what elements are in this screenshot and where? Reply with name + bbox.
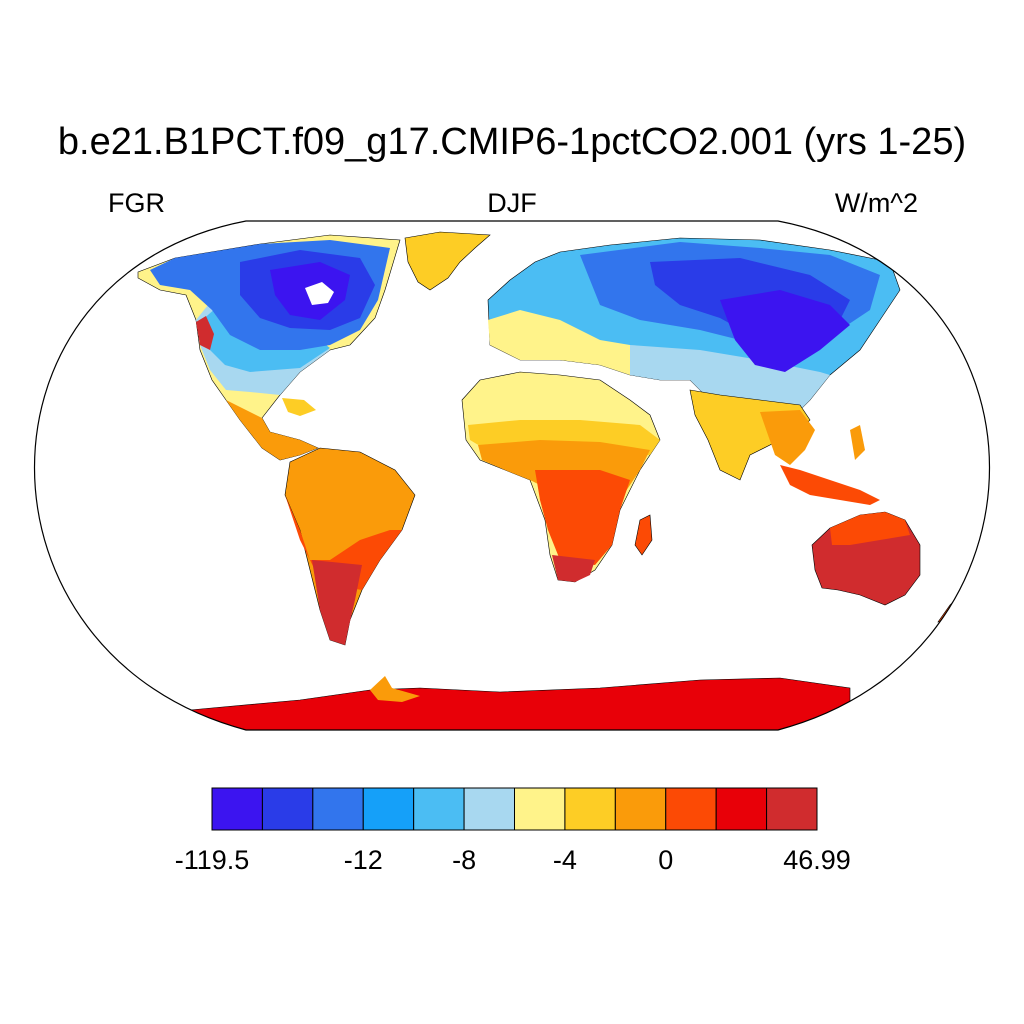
colorbar-swatch [312,787,364,831]
variable-label: FGR [108,188,165,218]
colorbar-swatch [665,787,717,831]
colorbar-swatch [614,787,667,831]
units-label: W/m^2 [834,188,918,218]
antarctica [189,677,851,730]
colorbar-swatch [463,787,515,831]
colorbar-tick-label: -119.5 [174,845,250,875]
plot-title: b.e21.B1PCT.f09_g17.CMIP6-1pctCO2.001 (y… [57,121,967,163]
map-boundary [34,220,990,731]
map-land [137,231,976,730]
season-label: DJF [487,188,537,218]
colorbar-swatch [715,787,768,831]
colorbar-swatch [413,787,465,831]
colorbar-swatch [261,787,314,831]
colorbar-swatch [362,787,415,831]
colorbar-swatch [514,787,566,831]
colorbar-swatch [564,787,616,831]
colorbar-swatch [211,787,263,831]
colorbar-tick-label: 0 [658,845,674,875]
colorbar [211,787,818,831]
colorbar-tick-label: 46.99 [783,845,851,875]
colorbar-tick-label: -8 [452,845,477,875]
colorbar-tick-label: -12 [343,845,383,875]
colorbar-swatch [766,787,818,831]
madagascar [634,514,653,556]
greenland [404,231,491,291]
colorbar-tick-label: -4 [552,845,577,875]
